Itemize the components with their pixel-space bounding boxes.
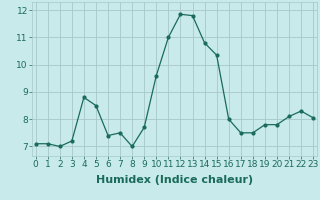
X-axis label: Humidex (Indice chaleur): Humidex (Indice chaleur)	[96, 175, 253, 185]
